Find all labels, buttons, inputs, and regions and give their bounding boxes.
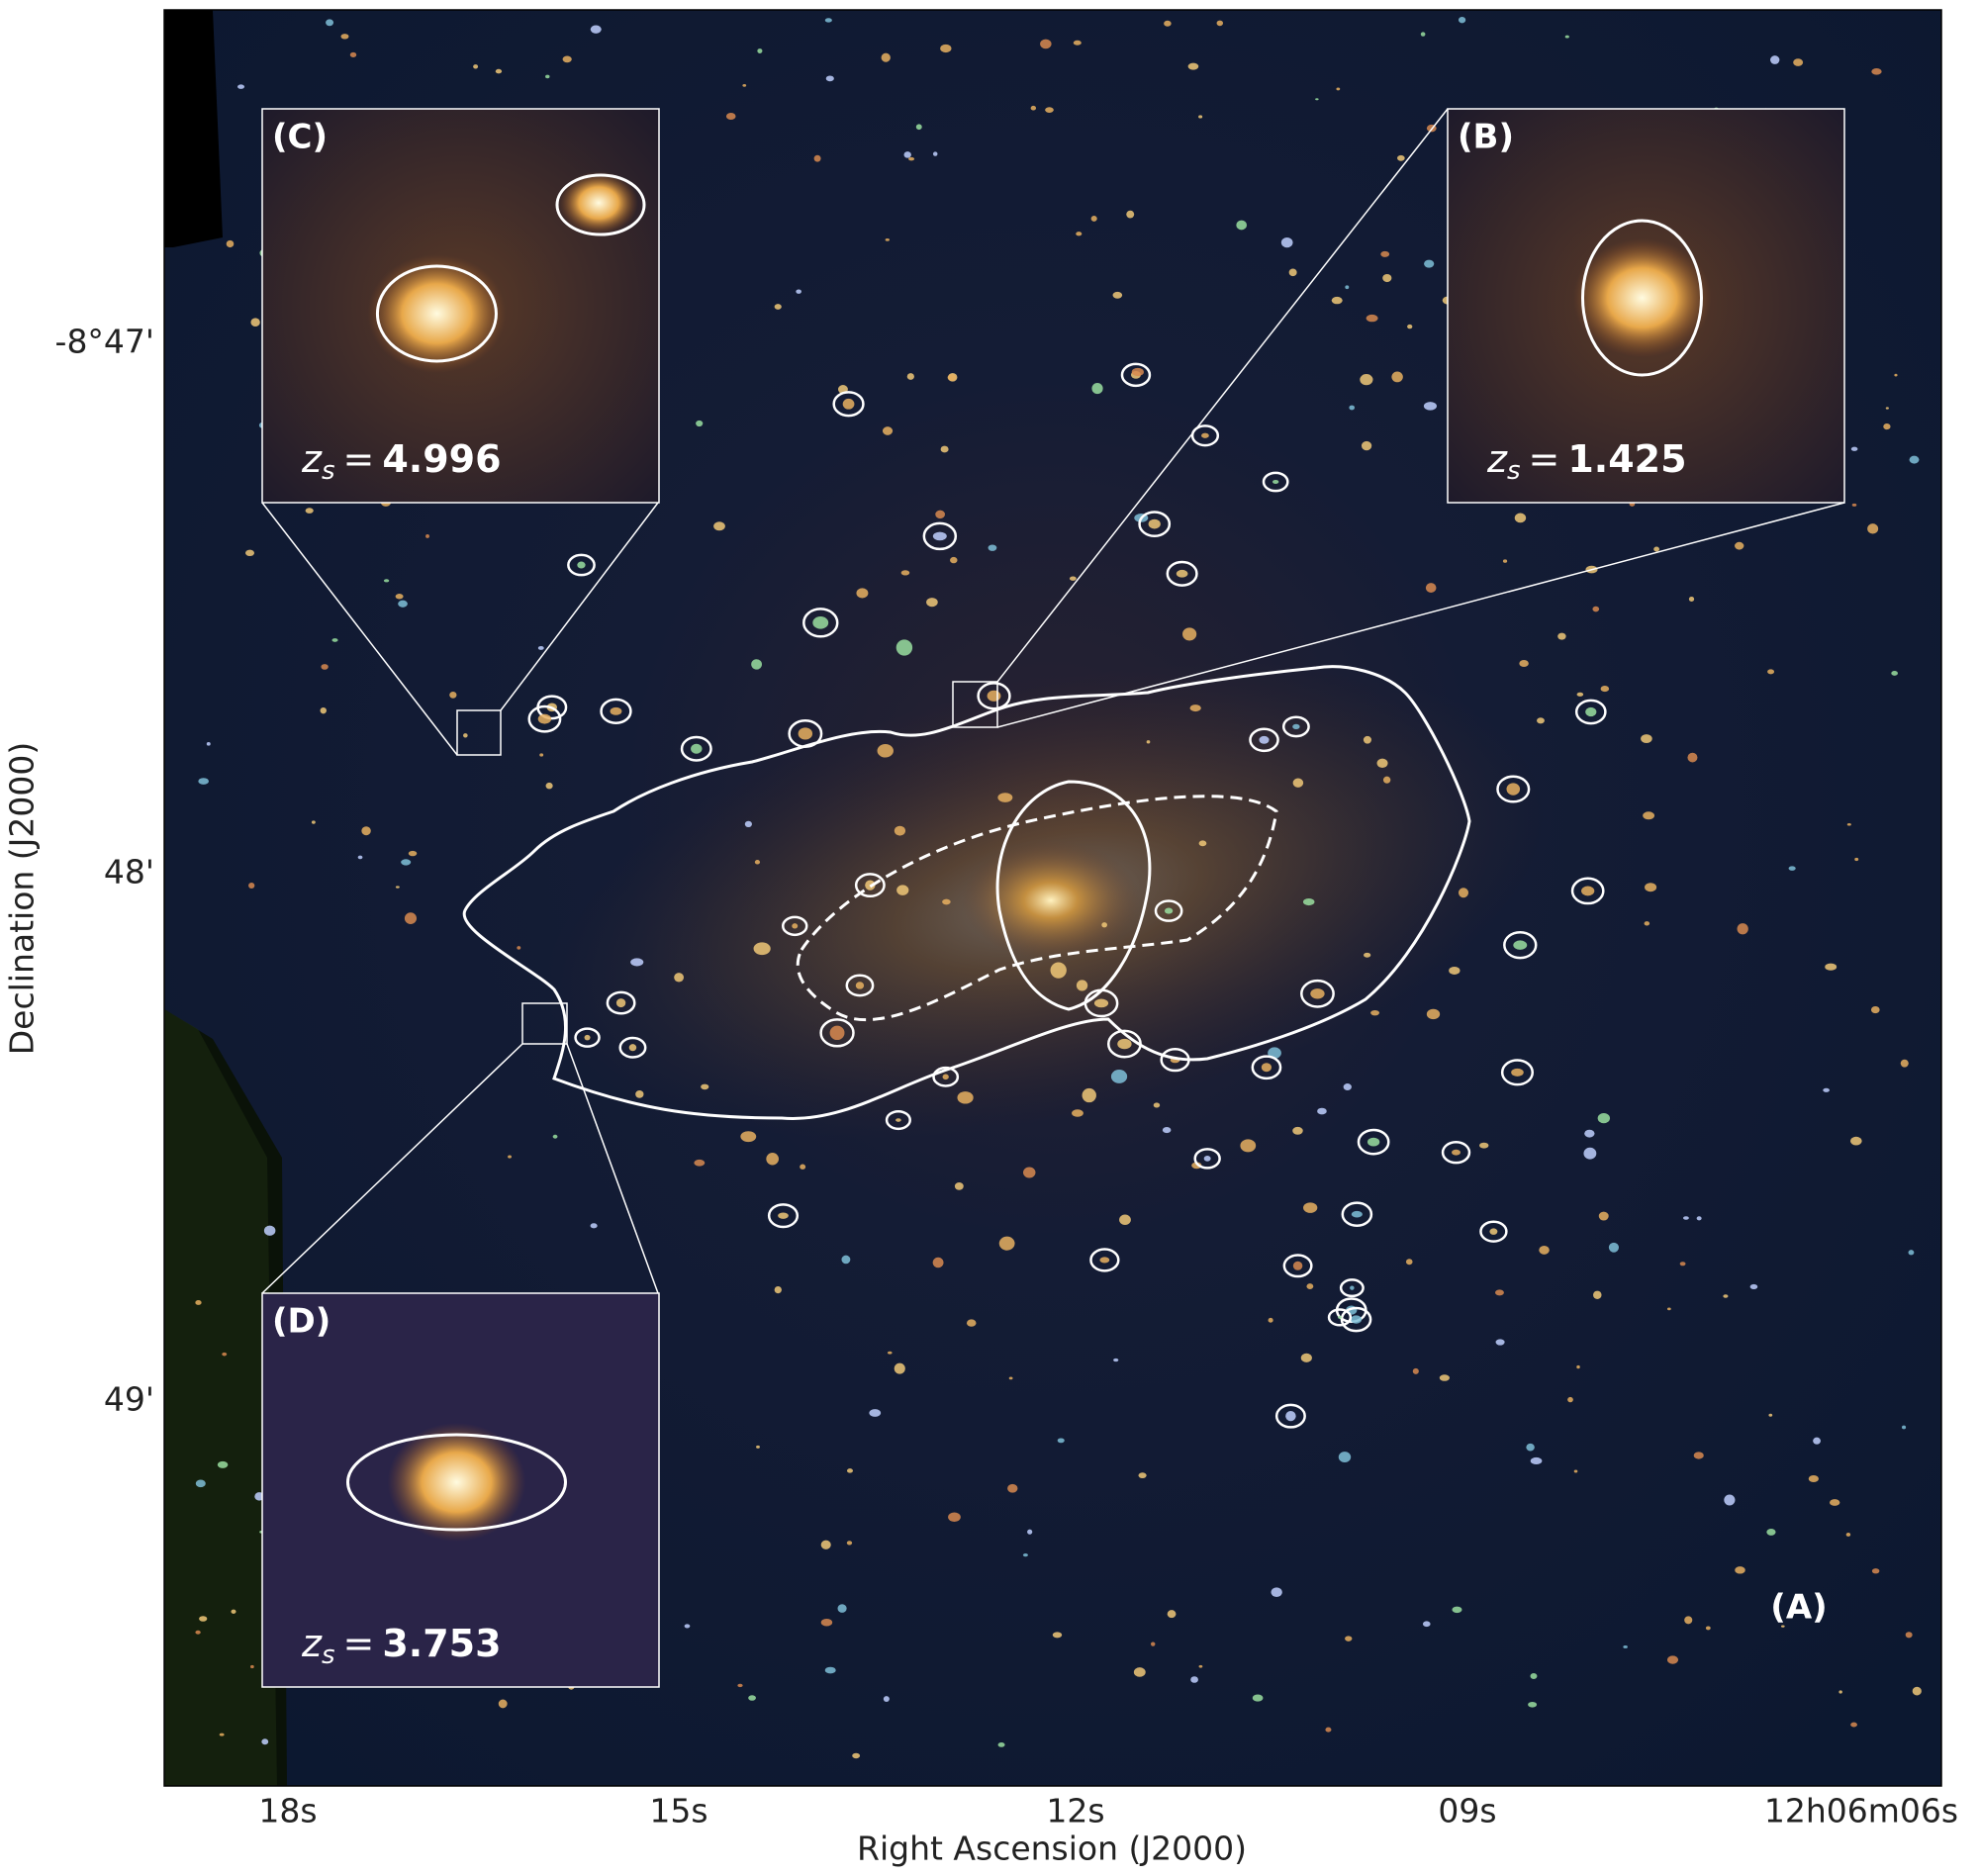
y-tick-label: 48'	[104, 853, 154, 891]
x-tick-label: 12h06m06s	[1764, 1792, 1958, 1830]
text-part: z	[1486, 437, 1508, 481]
inset-label: (B)	[1458, 118, 1514, 157]
text-part: =	[343, 1622, 375, 1665]
x-axis-title: Right Ascension (J2000)	[857, 1829, 1247, 1868]
text-part: s	[322, 1641, 335, 1670]
text-part: s	[322, 456, 335, 486]
text-part: 3.753	[382, 1622, 501, 1665]
text-part: z	[301, 1622, 323, 1665]
text-part: 1.425	[1567, 437, 1686, 481]
text-part: =	[343, 437, 375, 481]
inset: (D) zs = 3.753	[261, 1292, 660, 1688]
inset: (C) zs = 4.996	[261, 108, 660, 504]
redshift-label: zs = 1.425	[1486, 437, 1687, 486]
x-tick-label: 15s	[649, 1792, 707, 1830]
text-part: s	[1507, 456, 1521, 486]
x-tick-label: 09s	[1438, 1792, 1496, 1830]
x-tick-label: 12s	[1046, 1792, 1104, 1830]
inset-label: (D)	[272, 1302, 330, 1342]
x-tick-label: 18s	[258, 1792, 317, 1830]
text-part: 4.996	[382, 437, 501, 481]
panel-label: (A)	[1770, 1588, 1827, 1628]
zoom-lines	[261, 108, 1845, 1294]
text-part: =	[1529, 437, 1560, 481]
y-tick-label: 49'	[104, 1380, 154, 1419]
redshift-label: zs = 4.996	[301, 437, 502, 486]
inset-label: (C)	[272, 118, 328, 157]
redshift-label: zs = 3.753	[301, 1622, 502, 1670]
y-tick-label: -8°47'	[55, 323, 154, 361]
text-part: z	[301, 437, 323, 481]
inset: (B) zs = 1.425	[1447, 108, 1845, 504]
y-axis-title: Declination (J2000)	[3, 742, 42, 1056]
